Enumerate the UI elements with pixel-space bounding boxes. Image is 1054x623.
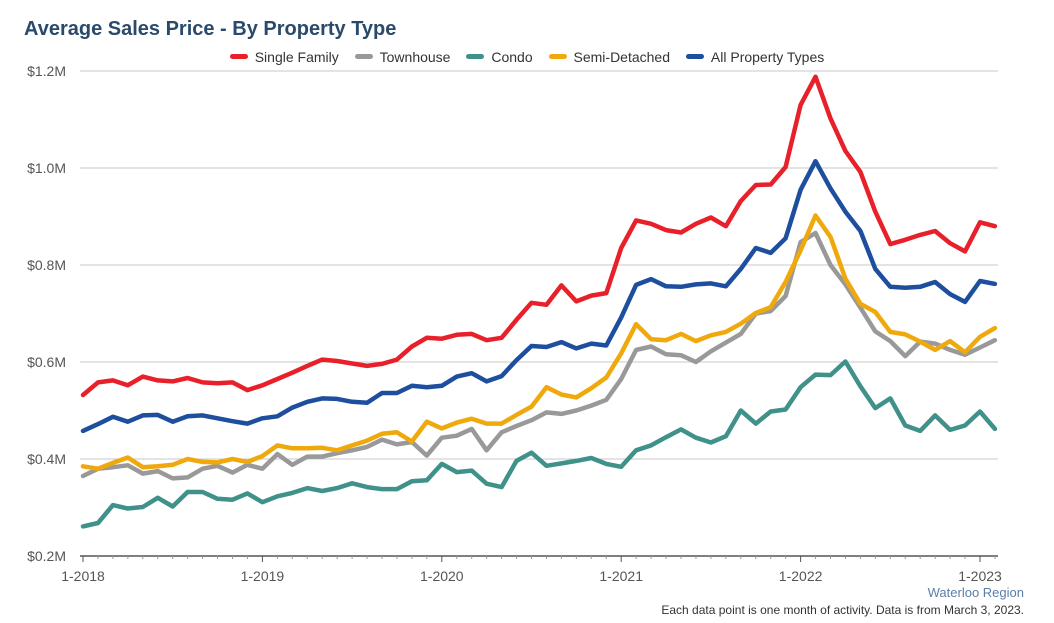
legend-swatch — [548, 54, 567, 59]
y-tick-label: $0.4M — [27, 451, 66, 467]
x-tick-label: 1-2019 — [241, 568, 285, 584]
y-tick-label: $1.2M — [27, 63, 66, 79]
x-tick-label: 1-2020 — [420, 568, 464, 584]
series-line-all-property-types — [80, 158, 998, 434]
x-tick-label: 1-2022 — [779, 568, 823, 584]
legend-item-all-property-types[interactable]: All Property Types — [685, 48, 825, 65]
legend-swatch — [354, 54, 373, 59]
y-tick-label: $0.2M — [27, 548, 66, 564]
legend-label: Condo — [491, 48, 533, 65]
legend-label: Semi-Detached — [573, 48, 671, 65]
legend-item-semi-detached[interactable]: Semi-Detached — [548, 48, 671, 65]
legend-swatch — [229, 54, 248, 59]
series-line-condo — [80, 359, 998, 529]
legend-label: Townhouse — [379, 48, 451, 65]
y-tick-label: $0.8M — [27, 257, 66, 273]
legend-item-townhouse[interactable]: Townhouse — [354, 48, 451, 65]
legend: Single Family Townhouse Condo Semi-Detac… — [0, 46, 1054, 65]
legend-label: All Property Types — [710, 48, 825, 65]
x-tick-label: 1-2018 — [61, 568, 105, 584]
legend-label: Single Family — [254, 48, 339, 65]
y-tick-label: $0.6M — [27, 354, 66, 370]
legend-item-condo[interactable]: Condo — [466, 48, 533, 65]
series-line-semi-detached — [80, 213, 998, 471]
series-line-single-family — [80, 74, 998, 398]
legend-item-single-family[interactable]: Single Family — [229, 48, 339, 65]
footnote: Each data point is one month of activity… — [661, 603, 1024, 617]
legend-swatch — [685, 54, 704, 59]
legend-swatch — [466, 54, 485, 59]
y-tick-label: $1.0M — [27, 160, 66, 176]
chart-title: Average Sales Price - By Property Type — [24, 18, 397, 40]
x-tick-label: 1-2021 — [599, 568, 643, 584]
region-label: Waterloo Region — [927, 585, 1024, 600]
series-line-townhouse — [80, 230, 998, 481]
x-tick-label: 1-2023 — [958, 568, 1002, 584]
